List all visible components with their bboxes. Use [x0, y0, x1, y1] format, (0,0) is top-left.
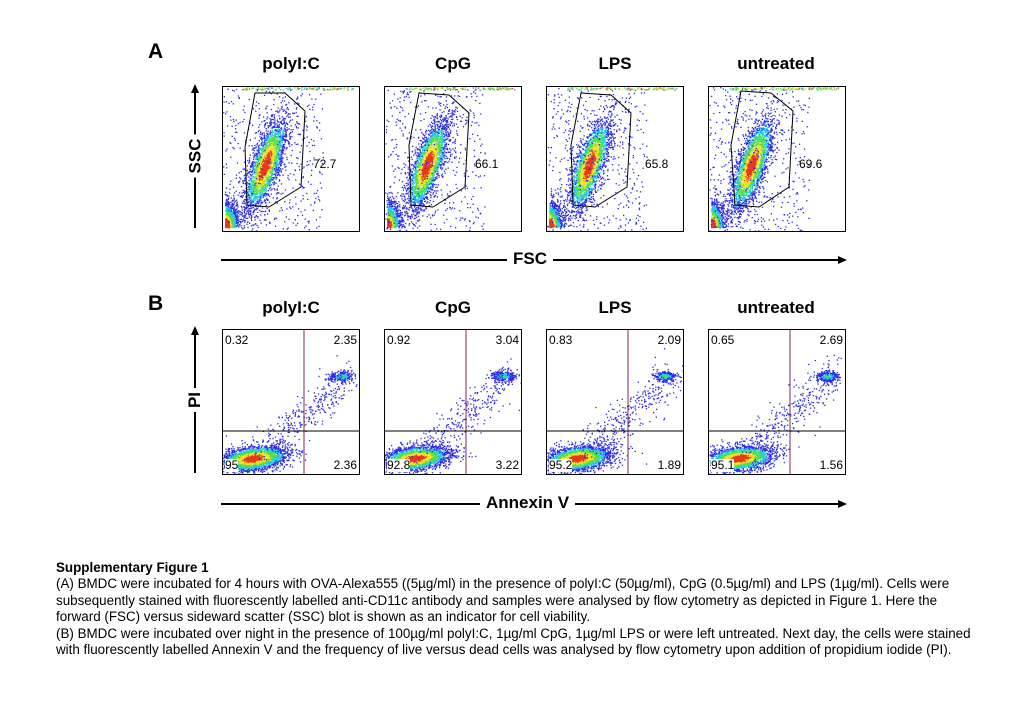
quadrant-upper-right-value: 2.35: [333, 334, 357, 347]
annexin-arrow-icon: [838, 500, 847, 508]
gate-polygon: [244, 92, 306, 208]
scatter-plot-a-cpg: 66.1: [384, 86, 522, 232]
caption-paragraph-b: (B) BMDC were incubated over night in th…: [56, 626, 971, 659]
panel-b-letter: B: [148, 292, 163, 316]
quadrant-lower-right-value: 1.56: [819, 459, 843, 472]
quadrant-plot-b-polyic: 0.32 2.35 95 2.36: [222, 329, 360, 475]
quadrant-upper-left-value: 0.32: [225, 334, 249, 347]
caption-title: Supplementary Figure 1: [56, 560, 971, 576]
quadrant-upper-left-value: 0.65: [711, 334, 735, 347]
panel-a-title-cpg: CpG: [383, 54, 523, 74]
quadrant-plot-b-lps: 0.83 2.09 95.2 1.89: [546, 329, 684, 475]
scatter-dots: [709, 87, 840, 231]
gate-polygon: [730, 90, 794, 208]
quadrant-lower-right-value: 2.36: [333, 459, 357, 472]
ssc-axis-label: SSC: [185, 134, 206, 178]
gate-polygon: [570, 92, 632, 208]
panel-b-title-lps: LPS: [545, 298, 685, 318]
panel-a-title-polyic: polyI:C: [221, 54, 361, 74]
scatter-dots: [385, 87, 516, 231]
quadrant-upper-right-value: 2.09: [657, 334, 681, 347]
panel-b-title-untreated: untreated: [706, 298, 846, 318]
quadrant-lower-left-value: 95.1: [711, 459, 735, 472]
panel-a-title-lps: LPS: [545, 54, 685, 74]
quadrant-lines: [547, 330, 683, 474]
quadrant-lines: [385, 330, 521, 474]
pi-axis-label: PI: [185, 387, 206, 413]
figure-caption: Supplementary Figure 1 (A) BMDC were inc…: [56, 560, 971, 658]
scatter-plot-a-untreated: 69.6: [708, 86, 846, 232]
quadrant-lower-right-value: 3.22: [495, 459, 519, 472]
quadrant-upper-left-value: 0.83: [549, 334, 573, 347]
quadrant-lower-right-value: 1.89: [657, 459, 681, 472]
gate-polygon: [408, 92, 470, 208]
fsc-arrow-icon: [838, 256, 847, 264]
quadrant-plot-b-untreated: 0.65 2.69 95.1 1.56: [708, 329, 846, 475]
quadrant-lower-left-value: 95.2: [549, 459, 573, 472]
ssc-arrow-icon: [191, 84, 199, 93]
annexin-axis-label: Annexin V: [480, 493, 576, 513]
quadrant-upper-right-value: 2.69: [819, 334, 843, 347]
quadrant-lower-left-value: 92.8: [387, 459, 411, 472]
quadrant-upper-right-value: 3.04: [495, 334, 519, 347]
caption-paragraph-a: (A) BMDC were incubated for 4 hours with…: [56, 576, 971, 625]
panel-a-title-untreated: untreated: [706, 54, 846, 74]
quadrant-plot-b-cpg: 0.92 3.04 92.8 3.22: [384, 329, 522, 475]
scatter-plot-a-lps: 65.8: [546, 86, 684, 232]
panel-b-title-cpg: CpG: [383, 298, 523, 318]
quadrant-upper-left-value: 0.92: [387, 334, 411, 347]
gate-value: 69.6: [799, 157, 822, 171]
pi-arrow-icon: [191, 326, 199, 335]
panel-b-title-polyic: polyI:C: [221, 298, 361, 318]
quadrant-lower-left-value: 95: [225, 459, 239, 472]
panel-a-letter: A: [148, 40, 163, 64]
gate-value: 72.7: [313, 157, 336, 171]
quadrant-lines: [223, 330, 359, 474]
fsc-axis-label: FSC: [507, 249, 553, 269]
gate-value: 66.1: [475, 157, 498, 171]
gate-value: 65.8: [645, 157, 668, 171]
quadrant-lines: [709, 330, 845, 474]
scatter-dots: [547, 87, 678, 231]
scatter-plot-a-polyic: 72.7: [222, 86, 360, 232]
